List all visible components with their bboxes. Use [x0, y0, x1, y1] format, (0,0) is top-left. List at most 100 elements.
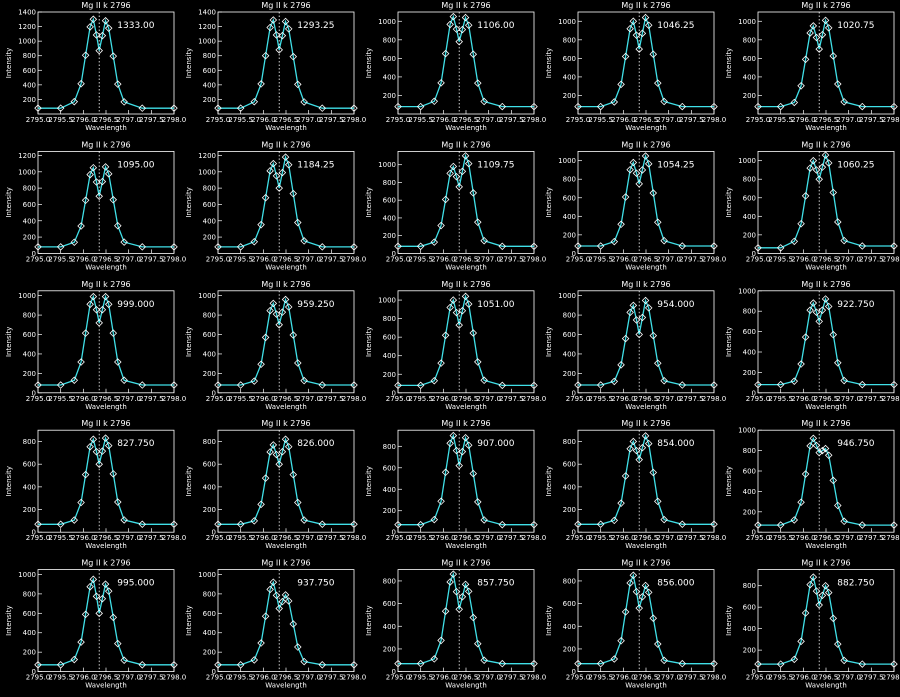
data-point: [801, 609, 810, 617]
y-tick-label: 0: [572, 389, 576, 397]
x-axis-label: Wavelength: [445, 542, 487, 550]
x-tick-label: 2795.5: [48, 534, 73, 542]
x-tick-label: 2797.0: [296, 534, 321, 542]
annotation: 999.000: [117, 300, 154, 310]
annotation: 1184.25: [297, 160, 334, 170]
data-point: [644, 304, 653, 312]
x-tick-label: 2798.0: [702, 674, 727, 682]
data-point: [617, 499, 625, 507]
data-point: [824, 451, 833, 460]
data-point: [617, 80, 625, 89]
data-point: [469, 189, 478, 197]
annotation: 827.750: [117, 439, 154, 449]
y-tick-label: 800: [743, 582, 756, 590]
y-tick-label: 200: [203, 649, 216, 657]
data-point: [530, 102, 538, 111]
panel: Mg II k 27962795.02795.52796.02796.52797…: [365, 419, 546, 550]
x-tick-label: 2796.0: [611, 395, 636, 403]
x-tick-label: 2795.5: [408, 116, 433, 124]
data-point: [596, 659, 605, 668]
data-point: [170, 520, 178, 529]
y-tick-label: 400: [743, 213, 756, 221]
y-tick-label: 400: [743, 625, 756, 633]
x-tick-label: 2797.5: [319, 116, 344, 124]
data-point: [300, 376, 308, 385]
data-point: [350, 661, 358, 669]
y-tick-label: 0: [392, 389, 396, 397]
y-tick-label: 1000: [738, 287, 756, 295]
data-point: [394, 242, 402, 251]
y-tick-label: 600: [563, 194, 576, 202]
data-point: [104, 441, 113, 450]
data-point: [214, 381, 222, 389]
data-point: [70, 97, 79, 106]
data-point: [138, 520, 147, 529]
x-tick-label: 2795.0: [206, 674, 231, 682]
x-tick-label: 2796.0: [251, 116, 276, 124]
x-tick-label: 2798.0: [522, 395, 547, 403]
panel: Mg II k 27962795.02795.52796.02796.52797…: [5, 1, 186, 132]
data-point: [257, 220, 265, 229]
data-point: [250, 97, 259, 106]
data-point: [120, 98, 128, 106]
data-point: [480, 97, 488, 106]
panel: Mg II k 27962795.02795.52796.02796.52797…: [5, 140, 186, 271]
data-point: [815, 45, 823, 53]
x-tick-label: 2797.5: [319, 395, 344, 403]
y-axis-label: Intensity: [185, 187, 193, 217]
y-tick-label: 1000: [198, 292, 216, 300]
data-point: [92, 447, 101, 456]
fit-line: [38, 294, 174, 386]
y-tick-label: 1000: [18, 292, 36, 300]
x-axis-label: Wavelength: [85, 263, 127, 271]
y-tick-label: 400: [23, 217, 36, 225]
x-tick-label: 2797.0: [476, 534, 501, 542]
panel-title: Mg II k 2796: [801, 140, 850, 149]
y-tick-label: 0: [752, 250, 756, 258]
x-tick-label: 2796.5: [274, 395, 299, 403]
data-point: [812, 33, 821, 42]
x-tick-label: 2795.0: [26, 395, 51, 403]
data-point: [109, 52, 118, 60]
data-point: [824, 588, 833, 597]
data-point: [812, 166, 821, 174]
data-point: [318, 661, 327, 669]
y-axis-label: Intensity: [365, 187, 373, 217]
data-point: [638, 313, 647, 322]
panel: Mg II k 27962795.02795.52796.02796.52797…: [185, 419, 366, 550]
data-point: [790, 516, 799, 524]
x-tick-label: 2796.5: [454, 395, 479, 403]
data-point: [464, 159, 473, 168]
data-point: [257, 639, 265, 647]
x-tick-label: 2798.0: [162, 116, 187, 124]
y-tick-label: 1000: [558, 18, 576, 26]
data-point: [394, 102, 402, 111]
y-tick-label: 600: [23, 610, 36, 618]
data-point: [574, 242, 582, 250]
y-tick-label: 400: [383, 214, 396, 222]
data-point: [98, 447, 107, 455]
data-point: [437, 359, 445, 367]
x-tick-label: 2795.5: [48, 395, 73, 403]
y-tick-label: 600: [23, 461, 36, 469]
x-tick-label: 2796.5: [814, 255, 839, 263]
y-tick-label: 0: [572, 529, 576, 537]
data-point: [890, 380, 898, 389]
x-tick-label: 2795.5: [768, 255, 793, 263]
annotation: 922.750: [837, 300, 874, 310]
x-tick-label: 2797.0: [296, 395, 321, 403]
data-point: [278, 308, 287, 316]
data-point: [610, 237, 619, 246]
data-point: [461, 152, 470, 160]
data-point: [77, 638, 85, 646]
data-point: [480, 236, 488, 245]
x-tick-label: 2795.5: [588, 116, 613, 124]
data-point: [269, 16, 278, 24]
data-point: [430, 376, 439, 385]
x-tick-label: 2796.0: [251, 395, 276, 403]
panel: Mg II k 27962795.02795.52796.02796.52797…: [725, 419, 900, 550]
data-point: [214, 661, 222, 669]
y-tick-label: 600: [203, 67, 216, 75]
data-point: [289, 189, 298, 198]
data-point: [236, 520, 245, 529]
